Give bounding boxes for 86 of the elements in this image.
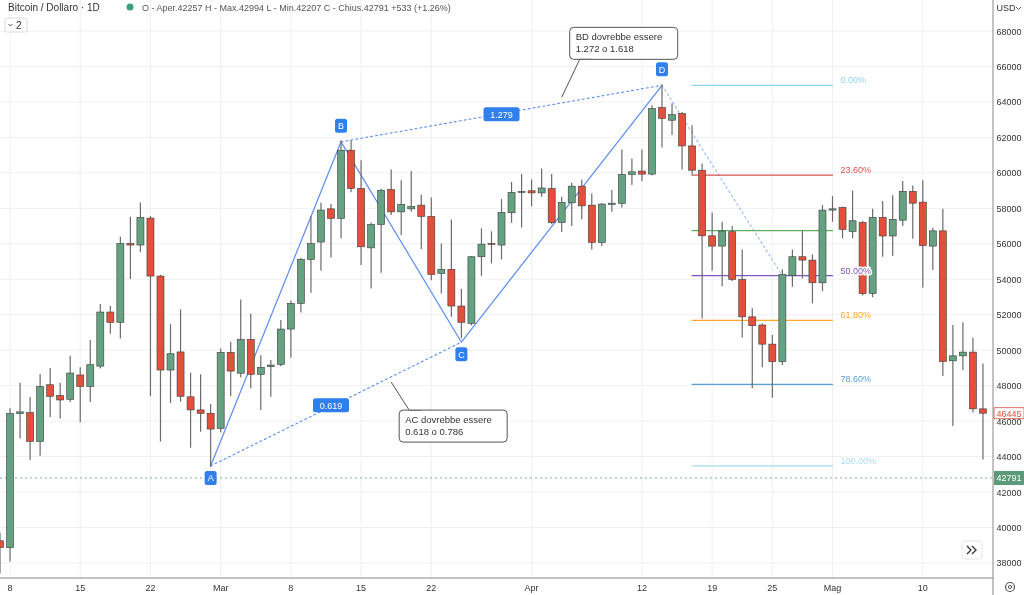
x-tick-label: 15 [356, 583, 367, 593]
candlestick [638, 148, 646, 182]
candlestick [417, 193, 426, 250]
candlestick [929, 227, 937, 271]
candlestick [437, 242, 446, 295]
candlestick [226, 341, 235, 397]
candlestick [46, 367, 54, 418]
y-tick-label: 40000 [996, 522, 1022, 533]
annotation: AC dovrebbe essere 0.618 o 0.786 [405, 414, 492, 438]
candlestick [668, 102, 676, 136]
candlestick [718, 221, 726, 287]
x-tick-label: 22 [426, 583, 437, 593]
chart-subtitle: O - Aper.42257 H - Max.42994 L - Min.42207 C - Chius.42791 +533 (+1.26%) [142, 3, 451, 13]
y-tick-label: 58000 [996, 203, 1022, 214]
x-tick-label: 15 [75, 583, 86, 593]
annotation: D [658, 64, 666, 75]
y-tick-label: 44000 [996, 452, 1022, 463]
chart-title: Bitcoin / Dollaro · 1D [8, 2, 100, 13]
candlestick [397, 179, 406, 236]
annotation: BD dovrebbe essere 1.272 o 1.618 [575, 31, 663, 55]
x-tick-label: 8 [7, 583, 13, 593]
candlestick [979, 362, 987, 461]
candlestick [768, 334, 777, 399]
x-tick-label: Apr [524, 583, 539, 593]
candlestick [577, 178, 586, 220]
candlestick [748, 307, 757, 389]
y-tick-label: 38000 [996, 558, 1022, 569]
candlestick [16, 382, 24, 440]
y-tick-label: 48000 [996, 381, 1022, 392]
candlestick [86, 339, 95, 403]
candlestick [949, 324, 957, 427]
x-tick-label: Mag [823, 583, 842, 593]
y-tick-label: 66000 [996, 61, 1022, 72]
y-tick-label: 46000 [996, 416, 1022, 427]
series-label: 23.60% [840, 165, 872, 176]
x-tick-label: 8 [288, 583, 294, 593]
y-tick-label: 60000 [996, 168, 1022, 179]
annotation: 1.279 [490, 109, 513, 120]
candlestick [267, 359, 275, 398]
annotation: 46445 [996, 408, 1022, 419]
candlestick [628, 157, 636, 186]
candlestick [387, 168, 395, 216]
x-tick-label: 19 [707, 583, 718, 593]
ref-line-label: 42791 [996, 473, 1022, 484]
y-tick-label: 54000 [996, 274, 1022, 285]
y-tick-label: 42000 [996, 487, 1022, 498]
candlestick [959, 321, 967, 371]
annotation: B [338, 121, 345, 132]
y-axis-title: USD [996, 3, 1016, 13]
series-label: 78.60% [840, 374, 872, 385]
candlestick [407, 170, 416, 213]
candlestick [888, 194, 897, 257]
annotation: 2 [16, 20, 22, 31]
candlestick [76, 366, 85, 423]
candlestick [567, 182, 576, 227]
candlestick [708, 211, 716, 272]
y-tick-label: 52000 [996, 310, 1022, 321]
candlestick [608, 189, 616, 213]
candlestick [878, 200, 887, 258]
candlestick [106, 305, 115, 335]
x-tick-label: 10 [917, 583, 928, 593]
indicator-chip: 2 [4, 17, 28, 33]
candlestick [758, 322, 767, 368]
candlestick [908, 184, 917, 240]
annotation: A [207, 473, 214, 484]
candlestick [658, 83, 666, 149]
y-tick-label: 64000 [996, 97, 1022, 108]
x-tick-label: 25 [767, 583, 778, 593]
candlestick [367, 221, 375, 290]
candlestick [256, 354, 265, 411]
series-label: 100.00% [840, 455, 877, 466]
candlestick [557, 196, 566, 233]
series-label: 61.80% [840, 310, 872, 321]
annotation: C [458, 349, 466, 360]
y-tick-label: 62000 [996, 132, 1022, 143]
candlestick [307, 215, 315, 294]
series-label: 0.00% [840, 75, 867, 86]
candlestick [327, 203, 335, 259]
candlestick [56, 382, 64, 420]
y-tick-label: 68000 [996, 26, 1022, 37]
annotation: 0.619 [319, 400, 343, 411]
x-tick-label: Mar [212, 583, 229, 593]
x-tick-label: 12 [636, 583, 647, 593]
y-tick-label: 50000 [996, 345, 1022, 356]
x-tick-label: 22 [145, 583, 156, 593]
y-tick-label: 56000 [996, 239, 1022, 250]
